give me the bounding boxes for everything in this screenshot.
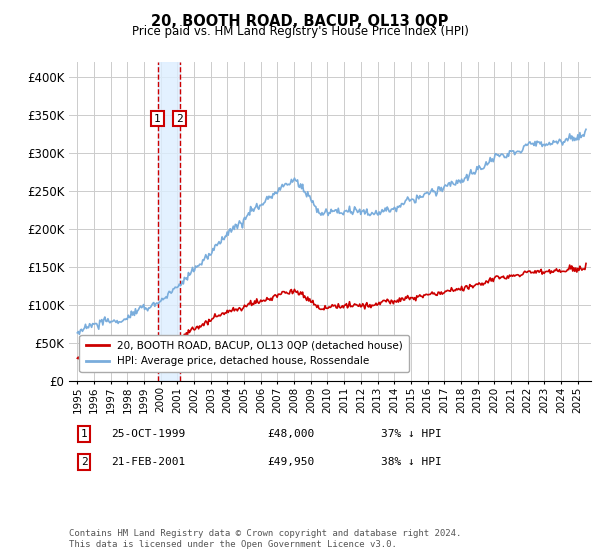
Text: 2: 2 (176, 114, 183, 124)
Bar (158, 62, 179, 381)
Legend: 20, BOOTH ROAD, BACUP, OL13 0QP (detached house), HPI: Average price, detached h: 20, BOOTH ROAD, BACUP, OL13 0QP (detache… (79, 335, 409, 372)
Text: Price paid vs. HM Land Registry's House Price Index (HPI): Price paid vs. HM Land Registry's House … (131, 25, 469, 38)
Text: 37% ↓ HPI: 37% ↓ HPI (381, 429, 442, 439)
Text: £49,950: £49,950 (267, 457, 314, 467)
Text: 21-FEB-2001: 21-FEB-2001 (111, 457, 185, 467)
Text: 20, BOOTH ROAD, BACUP, OL13 0QP: 20, BOOTH ROAD, BACUP, OL13 0QP (151, 14, 449, 29)
Text: Contains HM Land Registry data © Crown copyright and database right 2024.
This d: Contains HM Land Registry data © Crown c… (69, 529, 461, 549)
Text: 1: 1 (80, 429, 88, 439)
Text: £48,000: £48,000 (267, 429, 314, 439)
Text: 25-OCT-1999: 25-OCT-1999 (111, 429, 185, 439)
Text: 38% ↓ HPI: 38% ↓ HPI (381, 457, 442, 467)
Text: 1: 1 (154, 114, 161, 124)
Text: 2: 2 (80, 457, 88, 467)
